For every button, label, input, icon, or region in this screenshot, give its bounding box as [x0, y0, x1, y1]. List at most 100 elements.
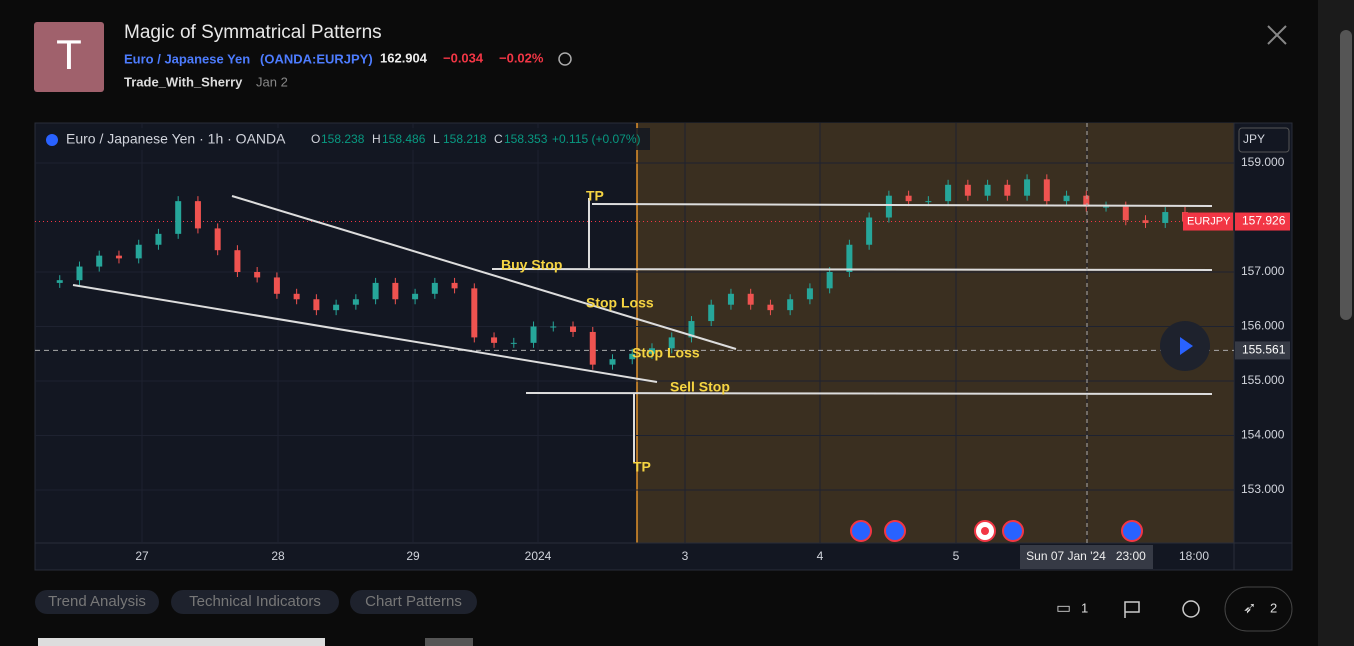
- candle-body: [984, 184, 991, 196]
- candle-body: [451, 282, 458, 289]
- play-icon: [1180, 337, 1193, 355]
- ohlc-value: 158.486: [382, 132, 426, 146]
- candle-body: [550, 326, 557, 328]
- ohlc-key: L: [433, 132, 440, 146]
- drawings: [72, 195, 1213, 462]
- candle-body: [1004, 184, 1011, 196]
- buy-stop-line[interactable]: [491, 268, 1213, 271]
- candle-body: [1063, 195, 1070, 202]
- candle-body: [846, 244, 853, 272]
- cursor-time-box: [1020, 545, 1153, 569]
- candle-body: [964, 184, 971, 196]
- candle-body: [1142, 220, 1149, 223]
- author[interactable]: Trade_With_Sherry: [124, 74, 243, 89]
- candle-body: [767, 304, 774, 311]
- boost-count: 2: [1270, 600, 1277, 615]
- candle-body: [1083, 195, 1090, 207]
- change: −0.034: [443, 50, 484, 65]
- share-button[interactable]: [1182, 600, 1200, 618]
- candle-body: [945, 184, 952, 202]
- time-label: 27: [135, 549, 149, 563]
- candle-body: [214, 228, 221, 251]
- candle-body: [76, 266, 83, 281]
- candle-body: [530, 326, 537, 343]
- tag-pill[interactable]: [171, 590, 339, 614]
- candle-body: [234, 250, 241, 272]
- candle-body: [826, 272, 833, 289]
- candle-body: [412, 293, 419, 300]
- candle-body: [115, 255, 122, 259]
- candle-body: [787, 299, 794, 311]
- symbol-name[interactable]: Euro / Japanese Yen: [124, 51, 250, 66]
- cursor-price-bg: [1235, 341, 1290, 360]
- candle-body: [1043, 179, 1050, 202]
- legend-change: +0.115 (+0.07%): [552, 132, 641, 146]
- time-label: 28: [271, 549, 285, 563]
- currency: JPY: [1243, 132, 1265, 146]
- event-icons: [850, 520, 1143, 542]
- bottom-bar: [425, 638, 473, 646]
- candle-body: [648, 348, 655, 354]
- candle-body: [254, 272, 261, 278]
- candle-body: [135, 244, 142, 259]
- cursor-time: Sun 07 Jan '24 23:00: [1026, 549, 1146, 563]
- candle-body: [273, 277, 280, 294]
- candle-body: [589, 331, 596, 365]
- tag-pill[interactable]: [350, 590, 477, 614]
- annotation: Stop Loss: [586, 295, 654, 311]
- symbol-badge-bg: [1183, 212, 1233, 231]
- candle-body: [747, 293, 754, 305]
- annotation: Sell Stop: [670, 379, 730, 395]
- comment-icon[interactable]: ▭: [1056, 600, 1071, 617]
- candle-body: [866, 217, 873, 245]
- candle-body: [806, 288, 813, 300]
- legend-title: Euro / Japanese Yen · 1h · OANDA: [66, 131, 286, 147]
- candle-body: [96, 255, 103, 267]
- candle-body: [609, 359, 616, 365]
- close-button[interactable]: [1267, 25, 1287, 45]
- scrollbar: [1340, 30, 1352, 320]
- symbol-code[interactable]: (OANDA:EURJPY): [260, 51, 373, 66]
- candle-body: [155, 233, 162, 245]
- candle-body: [194, 201, 201, 229]
- ohlc-key: C: [494, 132, 503, 146]
- avatar[interactable]: [34, 22, 104, 92]
- avatar-letter: T: [56, 31, 82, 78]
- time-label: 29: [406, 549, 420, 563]
- time-label: 2024: [525, 549, 552, 563]
- cursor-price: 155.561: [1242, 343, 1286, 357]
- sell-stop-line[interactable]: [525, 392, 1213, 395]
- annotation: Stop Loss: [632, 345, 700, 361]
- candle-body: [885, 195, 892, 218]
- flag-button[interactable]: [1124, 601, 1140, 618]
- price: 162.904: [380, 50, 428, 65]
- candle-body: [333, 304, 340, 311]
- trendline[interactable]: [72, 284, 658, 383]
- candle-body: [431, 282, 438, 294]
- currency-box[interactable]: [1238, 127, 1290, 153]
- candle-body: [510, 342, 517, 344]
- time-label: 5: [953, 549, 960, 563]
- candle-body: [293, 293, 300, 300]
- candle-body: [313, 299, 320, 311]
- trendline[interactable]: [231, 195, 737, 350]
- candle-body: [352, 299, 359, 305]
- time-label: 4: [817, 549, 824, 563]
- candle-body: [1162, 212, 1169, 223]
- price-tick-label: 159.000: [1241, 155, 1285, 169]
- ohlc-key: H: [372, 132, 381, 146]
- boost-button[interactable]: [1224, 586, 1293, 632]
- ohlc-value: 158.238: [321, 132, 365, 146]
- candle-body: [708, 304, 715, 322]
- price-tick-label: 154.000: [1241, 428, 1285, 442]
- alert-icon[interactable]: [558, 52, 572, 66]
- ohlc-value: 158.218: [443, 132, 487, 146]
- ohlc-value: 158.353: [504, 132, 548, 146]
- tp-line[interactable]: [591, 203, 1213, 207]
- time-label: 3: [682, 549, 689, 563]
- tag-pill[interactable]: [35, 590, 159, 614]
- candle-body: [1024, 179, 1031, 196]
- candle-body: [56, 280, 63, 283]
